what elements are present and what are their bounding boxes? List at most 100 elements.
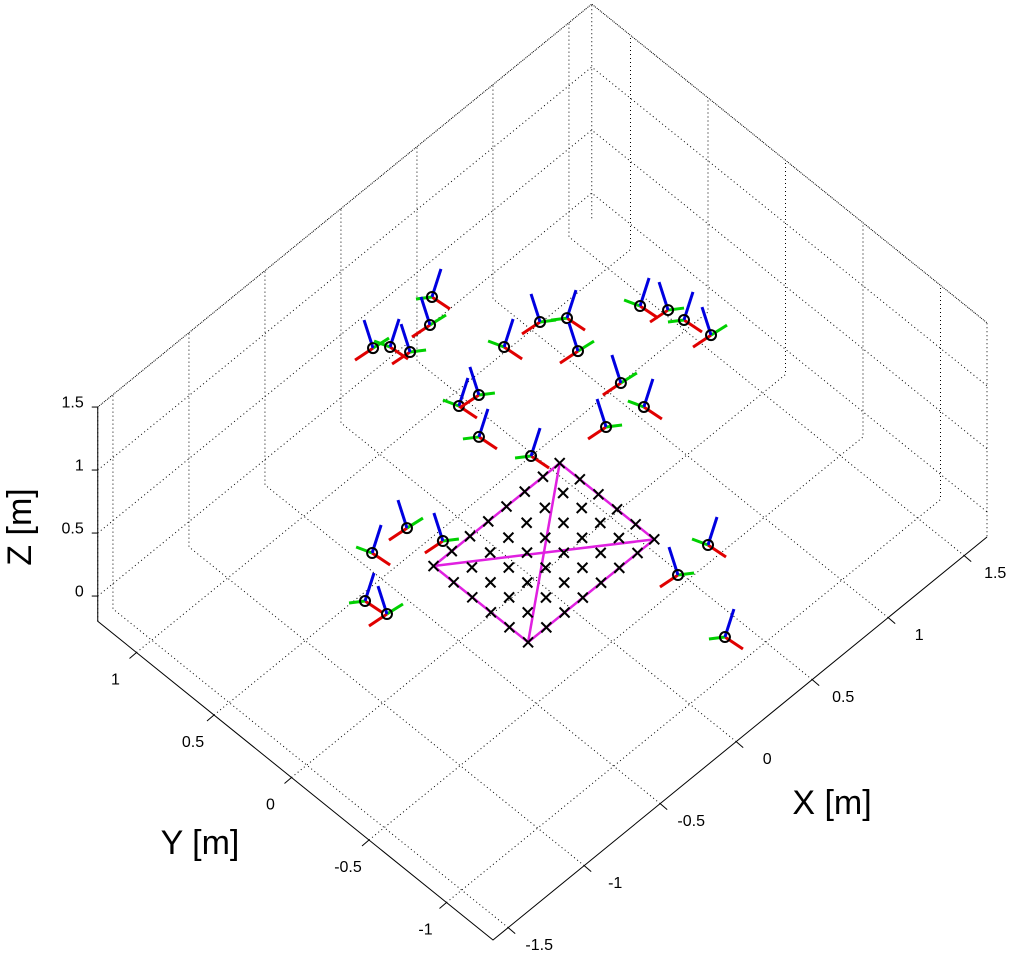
camera-axis <box>643 405 663 421</box>
board-point <box>482 515 494 528</box>
camera-axis <box>373 339 391 349</box>
x-tick-mark <box>963 555 972 562</box>
x-tick-mark <box>583 865 592 872</box>
camera-axis <box>514 454 532 460</box>
board-point <box>576 502 588 514</box>
camera-axis <box>429 313 447 327</box>
x-tick-mark <box>507 927 516 934</box>
board-point <box>537 471 549 483</box>
x-tick-label: -0.5 <box>677 813 705 830</box>
board-point <box>485 606 497 618</box>
board-point <box>613 532 625 544</box>
camera-axis <box>639 304 659 320</box>
board-point <box>484 546 496 559</box>
camera-axis <box>530 454 550 470</box>
grid-line <box>97 3 988 408</box>
camera-axis <box>478 391 496 397</box>
camera-axis <box>683 318 703 334</box>
board-point <box>522 636 534 648</box>
camera <box>534 315 547 328</box>
camera <box>367 342 380 355</box>
camera <box>366 546 379 559</box>
camera <box>359 595 372 608</box>
board-point <box>629 518 642 531</box>
camera-axis <box>620 371 638 385</box>
camera-axis <box>627 399 645 409</box>
camera-axis <box>692 333 712 349</box>
grid-line <box>291 160 786 778</box>
x-tick-mark <box>811 679 820 686</box>
camera <box>702 538 715 551</box>
camera-axis <box>605 423 623 429</box>
board-point <box>539 532 551 544</box>
camera-axis <box>409 348 427 354</box>
y-tick-mark <box>206 714 215 722</box>
camera-axis <box>659 573 679 589</box>
x-tick-label: 0.5 <box>832 689 854 706</box>
board-point <box>466 561 478 574</box>
y-tick-label: 0.5 <box>182 734 204 751</box>
y-tick-label: -1 <box>418 922 432 939</box>
z-axis-label: Z [m] <box>1 488 39 565</box>
board-point <box>540 591 552 604</box>
camera-axis <box>587 425 607 441</box>
camera-axis <box>424 539 444 555</box>
x-tick-label: 0 <box>763 751 772 768</box>
camera <box>614 376 627 389</box>
z-tick-label: 1.5 <box>62 394 84 411</box>
camera-axis <box>371 551 391 567</box>
board-point <box>539 561 552 574</box>
y-tick-label: 0 <box>266 797 275 814</box>
x-tick-mark <box>659 803 668 810</box>
camera-axis <box>462 435 480 441</box>
grid-line <box>97 66 988 471</box>
board-point <box>594 517 607 529</box>
camera-axis <box>386 602 404 616</box>
camera <box>662 304 675 317</box>
camera-axis <box>442 537 460 543</box>
board-point <box>595 577 607 589</box>
camera <box>380 608 393 621</box>
camera <box>424 318 437 331</box>
camera <box>571 345 584 358</box>
camera-axis <box>355 545 373 555</box>
camera <box>472 388 485 401</box>
camera-axis <box>667 318 685 324</box>
y-axis-label: Y [m] <box>161 824 240 862</box>
camera <box>472 430 485 443</box>
board-point <box>521 576 534 589</box>
board-point <box>592 488 605 501</box>
board-point <box>447 576 460 588</box>
board-point <box>540 621 553 634</box>
camera-axis <box>368 612 388 628</box>
camera-axis <box>487 339 505 349</box>
camera-axis <box>623 298 641 308</box>
board-point <box>484 576 497 589</box>
camera-axis <box>411 323 431 339</box>
camera-axis <box>707 543 727 559</box>
camera-axis <box>521 320 541 336</box>
y-tick-label: 1 <box>111 672 120 689</box>
x-tick-mark <box>735 741 744 748</box>
camera <box>400 522 413 535</box>
board-point <box>522 606 534 619</box>
camera <box>404 346 417 359</box>
camera-axis <box>478 435 498 451</box>
board-point <box>557 517 570 529</box>
grid-line <box>368 222 864 841</box>
camera <box>436 535 449 548</box>
camera-axis <box>442 398 460 408</box>
grid-line <box>213 97 709 716</box>
camera <box>525 450 538 463</box>
grid-line <box>136 35 631 653</box>
board-point <box>611 503 623 516</box>
board-point <box>466 591 478 603</box>
camera <box>705 329 718 342</box>
board-point <box>574 473 586 486</box>
board-point <box>502 531 515 544</box>
grid-line <box>446 285 941 903</box>
x-tick-mark <box>887 617 896 624</box>
camera-axis <box>649 308 669 324</box>
